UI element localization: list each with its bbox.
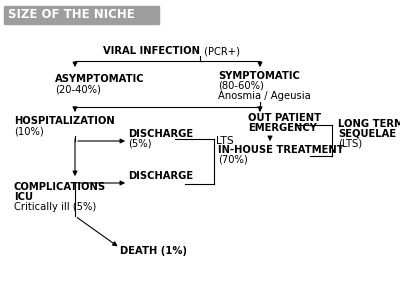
Text: (70%): (70%) xyxy=(218,155,248,165)
Text: SIZE OF THE NICHE: SIZE OF THE NICHE xyxy=(8,9,135,22)
Text: IN-HOUSE TREATMENT: IN-HOUSE TREATMENT xyxy=(218,145,344,155)
Text: EMERGENCY: EMERGENCY xyxy=(248,123,317,133)
Text: ASYMPTOMATIC: ASYMPTOMATIC xyxy=(55,74,145,84)
Text: (20-40%): (20-40%) xyxy=(55,85,101,95)
Text: SYMPTOMATIC: SYMPTOMATIC xyxy=(218,71,300,81)
Text: (5%): (5%) xyxy=(128,139,152,149)
Text: (80-60%): (80-60%) xyxy=(218,81,264,91)
Text: ICU: ICU xyxy=(14,192,33,202)
Text: DEATH (1%): DEATH (1%) xyxy=(120,246,187,256)
Text: VIRAL INFECTION: VIRAL INFECTION xyxy=(103,46,200,56)
FancyBboxPatch shape xyxy=(4,6,159,24)
Text: SEQUELAE: SEQUELAE xyxy=(338,129,396,139)
Text: LONG TERM: LONG TERM xyxy=(338,119,400,129)
Text: Critically ill (5%): Critically ill (5%) xyxy=(14,202,96,212)
Text: DISCHARGE: DISCHARGE xyxy=(128,171,193,181)
Text: COMPLICATIONS: COMPLICATIONS xyxy=(14,182,106,192)
Text: (LTS): (LTS) xyxy=(338,139,362,149)
Text: (PCR+): (PCR+) xyxy=(201,46,240,56)
Text: Anosmia / Ageusia: Anosmia / Ageusia xyxy=(218,91,311,101)
Text: DISCHARGE: DISCHARGE xyxy=(128,129,193,139)
Text: LTS: LTS xyxy=(216,136,234,146)
Text: HOSPITALIZATION: HOSPITALIZATION xyxy=(14,116,115,126)
Text: OUT PATIENT: OUT PATIENT xyxy=(248,113,321,123)
Text: (10%): (10%) xyxy=(14,126,44,136)
